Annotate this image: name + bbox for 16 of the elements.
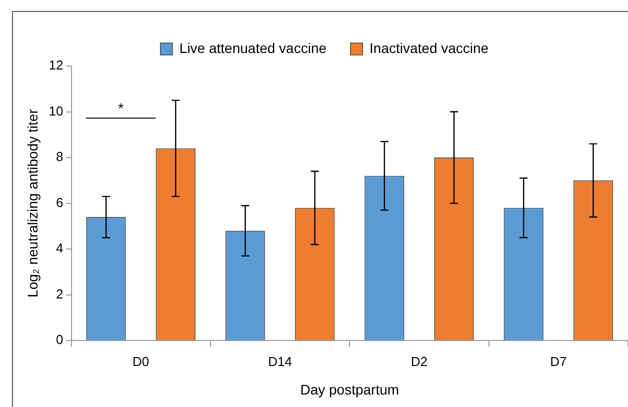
x-axis-title: Day postpartum <box>300 381 400 398</box>
legend-label: Live attenuated vaccine <box>179 40 327 56</box>
x-tick-label: D14 <box>268 354 292 369</box>
x-tick-label: D2 <box>410 354 428 369</box>
y-tick-label: 8 <box>56 149 64 164</box>
x-tick-label: D7 <box>550 354 567 369</box>
y-tick-label: 4 <box>56 240 64 256</box>
y-tick-label: 6 <box>56 194 64 210</box>
legend-label: Inactivated vaccine <box>370 40 489 56</box>
y-tick-label: 2 <box>56 286 64 302</box>
y-tick-label: 10 <box>48 103 64 118</box>
annotation: * <box>118 100 124 116</box>
y-tick-label: 12 <box>48 58 64 73</box>
x-tick-label: D0 <box>132 354 150 369</box>
y-axis-title: Log₂ neutralizing antibody titer <box>24 108 40 298</box>
y-tick-label: 0 <box>56 332 64 348</box>
